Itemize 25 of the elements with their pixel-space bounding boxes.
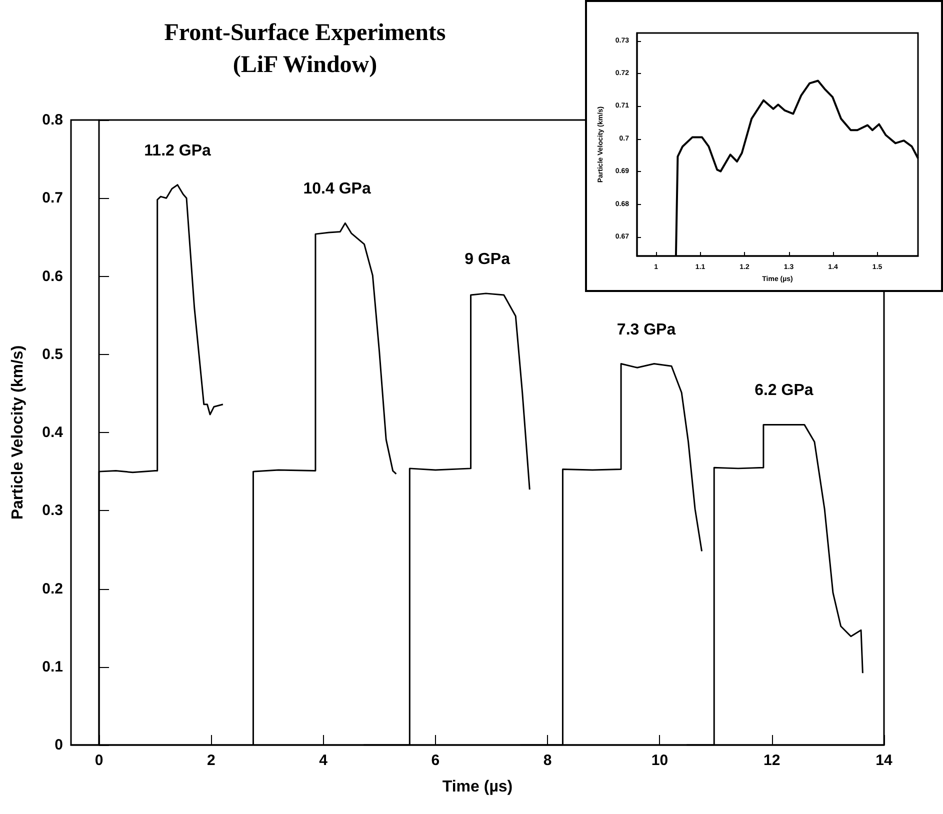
x-axis-title: Time (µs) [442, 778, 513, 796]
x-tick-label: 4 [319, 752, 328, 769]
x-tick-label: 10 [651, 752, 668, 769]
y-tick-label: 0.3 [42, 502, 63, 520]
y-tick-label: 0.4 [42, 424, 64, 441]
y-tick-label: 0.8 [42, 112, 63, 128]
y-tick-label: 0 [54, 736, 63, 754]
series-label: 7.3 GPa [616, 321, 676, 338]
series-label: 9 GPa [464, 250, 510, 268]
y-tick-label: 0.7 [42, 190, 63, 207]
y-axis-title: Particle Velocity (km/s) [10, 345, 26, 520]
x-tick-label: 0 [94, 752, 104, 769]
y-tick-label: 0.5 [42, 346, 63, 363]
text: 10.4 GPa [303, 180, 371, 198]
y-tick-label: 0.2 [42, 580, 63, 598]
chart-title: Front-Surface Experiments (LiF Window) [164, 20, 446, 78]
x-tick-label: 8 [543, 752, 552, 769]
x-tick-label: 12 [764, 752, 780, 769]
series-label: 6.2 GPa [754, 382, 814, 400]
x-tick-label: 14 [876, 752, 893, 769]
x-tick-label: 6 [431, 752, 440, 769]
text: 11.2 GPa [144, 142, 211, 160]
y-tick-label: 0.1 [42, 658, 63, 676]
y-tick-label: 0.6 [42, 268, 63, 285]
x-tick-label: 2 [207, 752, 216, 769]
